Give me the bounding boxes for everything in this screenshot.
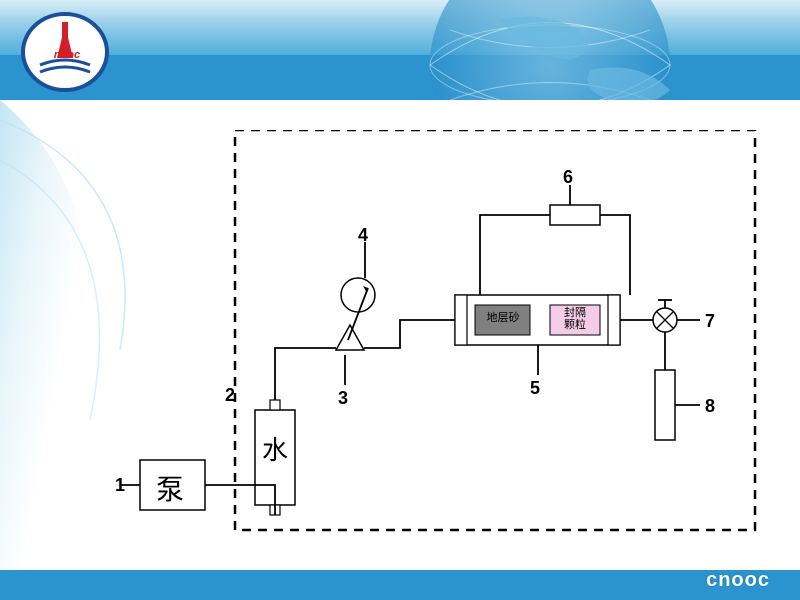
collector	[655, 370, 675, 440]
cell-end-r	[608, 295, 620, 345]
cell-end-l	[455, 295, 467, 345]
label-3: 3	[338, 388, 348, 409]
gauge-dial	[341, 278, 375, 312]
water-label: 水	[262, 430, 288, 467]
label-1: 1	[115, 475, 125, 496]
cnooc-logo: nooc	[15, 10, 125, 95]
label-2: 2	[225, 385, 235, 406]
label-8: 8	[705, 396, 715, 417]
water-top-nub	[270, 400, 280, 410]
label-6: 6	[563, 167, 573, 188]
gauge-base	[336, 325, 364, 350]
label-7: 7	[705, 311, 715, 332]
label-5: 5	[530, 378, 540, 399]
footer-brand: cnooc	[706, 569, 770, 592]
pump-label: 泵	[156, 468, 184, 508]
svg-text:nooc: nooc	[54, 49, 80, 61]
sensor-box	[550, 205, 600, 225]
process-diagram: 泵 水 地层砂 封隔 颗粒 1 2 3 4 5 6 7 8	[120, 130, 760, 560]
label-4: 4	[358, 225, 368, 246]
sand-label: 地层砂	[478, 312, 528, 324]
edges	[120, 185, 700, 515]
diagram-svg	[120, 130, 760, 560]
particle-label: 封隔 颗粒	[552, 307, 598, 331]
